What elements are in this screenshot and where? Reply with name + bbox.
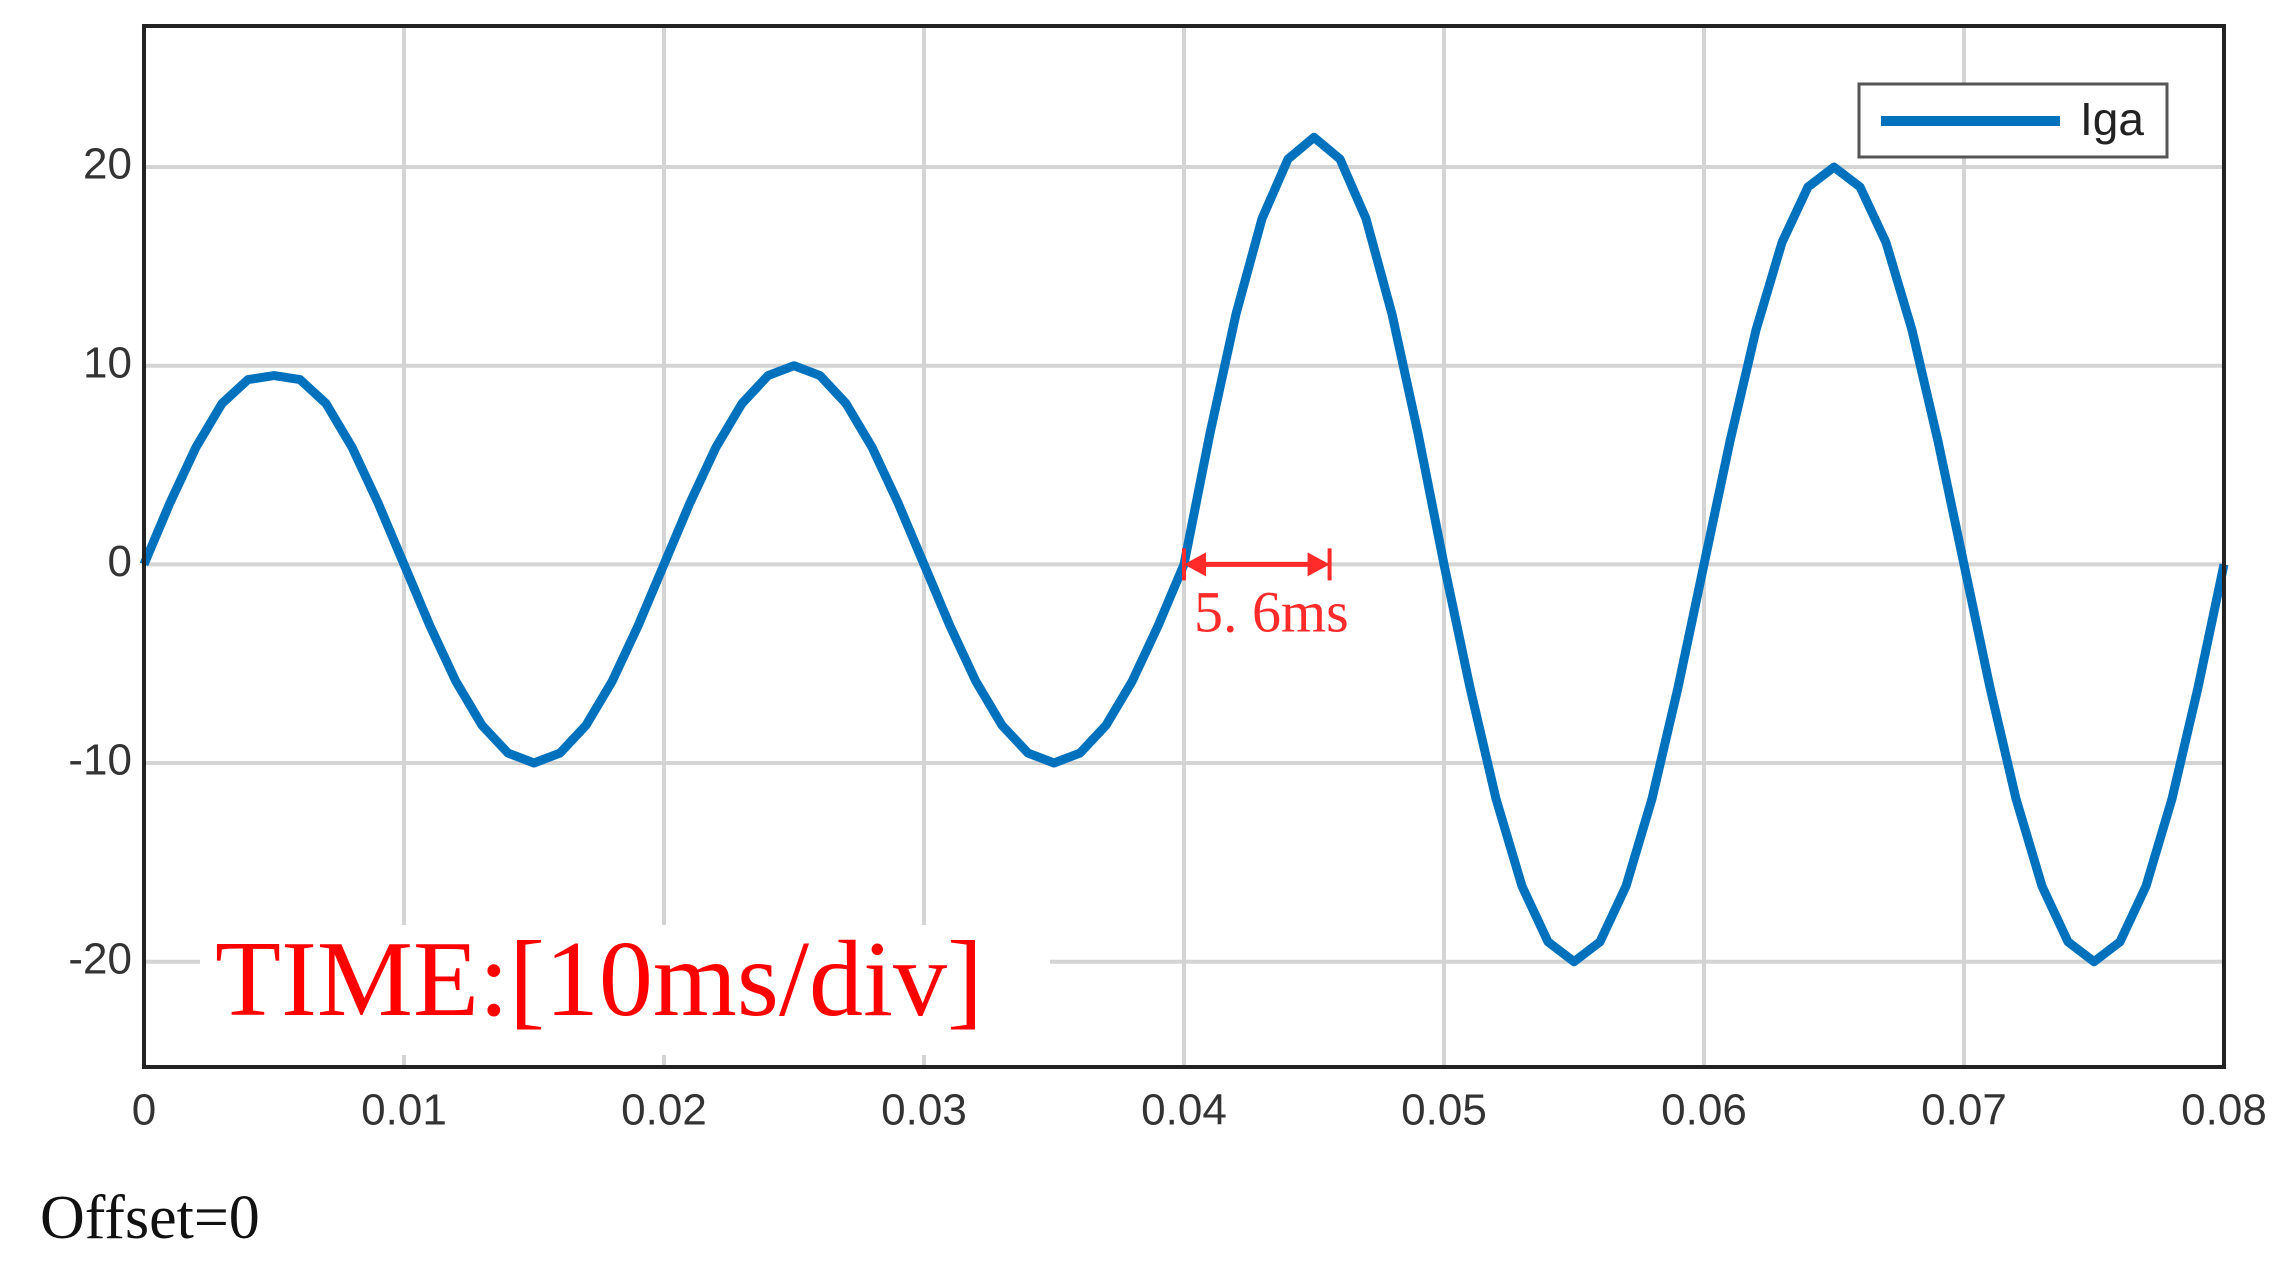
x-tick-label: 0.03: [881, 1086, 967, 1135]
annotation: TIME:[10ms/div]: [215, 920, 983, 1039]
x-tick-label: 0.01: [361, 1086, 447, 1135]
x-tick-label: 0.06: [1661, 1086, 1747, 1135]
y-tick-label: -20: [68, 934, 132, 983]
footnote: Offset=0: [40, 1184, 260, 1252]
y-tick-label: 0: [108, 537, 132, 586]
legend-label: Iga: [2080, 93, 2144, 145]
x-tick-label: 0: [132, 1086, 156, 1135]
x-tick-label: 0.02: [621, 1086, 707, 1135]
annotation-bg: [200, 925, 1050, 1055]
y-tick-label: 10: [83, 338, 132, 387]
y-tick-label: -10: [68, 736, 132, 785]
x-tick-label: 0.04: [1141, 1086, 1227, 1135]
x-tick-label: 0.08: [2181, 1086, 2267, 1135]
axes-frame: [142, 24, 2226, 1069]
annotation: 5. 6ms: [1194, 580, 1349, 645]
overlay: Iga 5. 6ms TIME:[10ms/div]: [200, 82, 2169, 1055]
y-tick-label: 20: [83, 140, 132, 189]
x-tick-label: 0.05: [1401, 1086, 1487, 1135]
x-tick-label: 0.07: [1921, 1086, 2007, 1135]
